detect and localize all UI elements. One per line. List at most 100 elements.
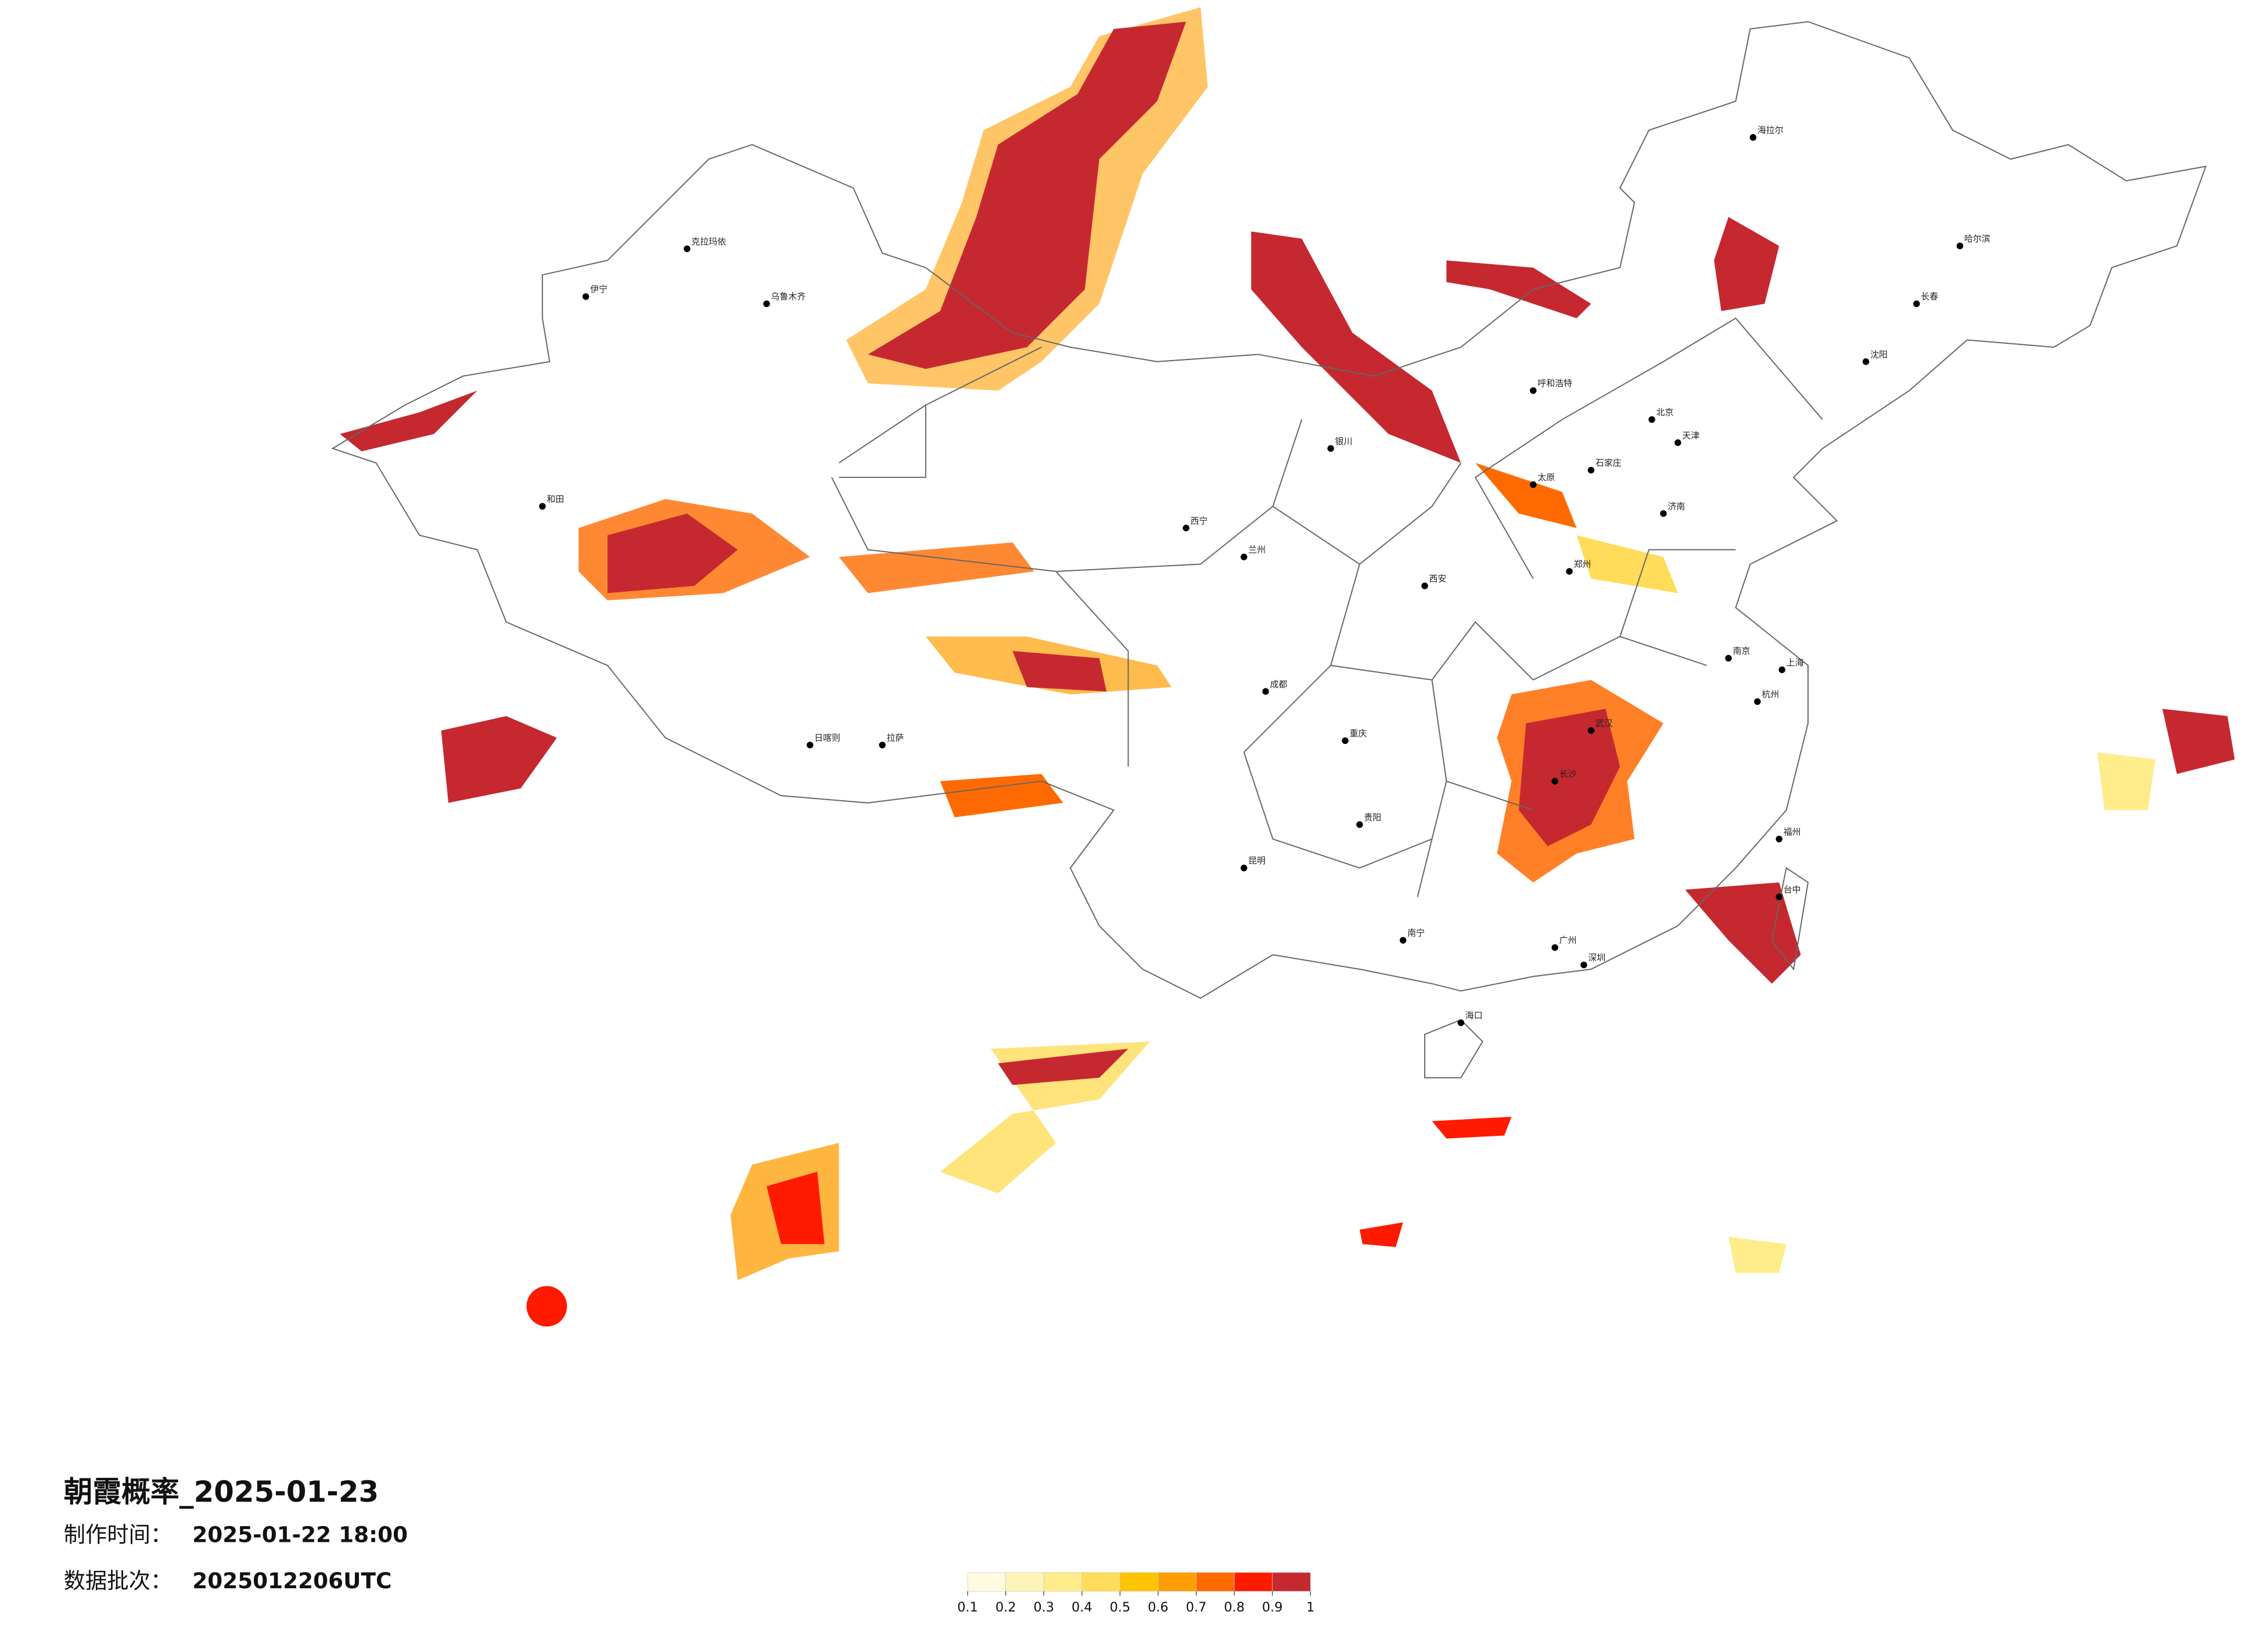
colorbar-swatch <box>1120 1572 1159 1592</box>
colorbar-swatch <box>1081 1572 1120 1592</box>
city-dot <box>684 245 691 253</box>
city-dot <box>879 742 886 749</box>
city-label: 乌鲁木齐 <box>771 292 806 302</box>
city-dot <box>763 300 770 307</box>
city-dot <box>1356 821 1363 828</box>
precip-blobs <box>340 7 2235 1327</box>
city-dot <box>582 293 590 300</box>
city-dot <box>1530 387 1537 394</box>
colorbar-tick-label: 0.3 <box>1033 1600 1054 1615</box>
colorbar-tick-label: 0.8 <box>1224 1600 1245 1615</box>
city-dot <box>1587 466 1595 474</box>
make-time-value: 2025-01-22 18:00 <box>192 1522 408 1548</box>
city-dot <box>1566 568 1573 575</box>
city-label: 哈尔滨 <box>1964 233 1990 244</box>
city-label: 拉萨 <box>887 732 904 743</box>
city-dot <box>1421 582 1428 589</box>
city-dot <box>1587 727 1595 734</box>
city-dot <box>1262 688 1269 695</box>
colorbar-tick-label: 0.7 <box>1186 1600 1207 1615</box>
city-label: 伊宁 <box>590 284 608 294</box>
colorbar-tick-label: 0.9 <box>1262 1600 1283 1615</box>
city-label: 长沙 <box>1559 769 1577 779</box>
city-dot <box>1530 481 1537 488</box>
colorbar-tick-label: 0.1 <box>957 1600 978 1615</box>
city-dot <box>1241 864 1248 872</box>
city-label: 和田 <box>547 494 564 504</box>
colorbar-swatch <box>967 1572 1007 1592</box>
city-dot <box>1648 416 1655 423</box>
map-title: 朝霞概率_2025-01-23 <box>64 1475 379 1509</box>
city-label: 日喀则 <box>814 732 840 743</box>
city-label: 长春 <box>1921 292 1938 302</box>
batch-value: 2025012206UTC <box>192 1568 391 1593</box>
city-label: 石家庄 <box>1595 458 1622 468</box>
city-label: 天津 <box>1682 430 1699 441</box>
city-dot <box>1778 666 1785 674</box>
city-label: 福州 <box>1784 826 1801 837</box>
city-dot <box>1342 737 1349 744</box>
city-label: 克拉玛依 <box>691 236 726 247</box>
city-label: 太原 <box>1537 472 1555 483</box>
city-label: 杭州 <box>1762 689 1779 700</box>
city-label: 昆明 <box>1248 855 1266 866</box>
city-dot <box>1457 1019 1465 1026</box>
city-label: 贵阳 <box>1364 812 1381 822</box>
city-dot <box>1754 698 1761 705</box>
city-dot <box>1660 510 1667 517</box>
city-label: 上海 <box>1787 657 1804 668</box>
city-label: 兰州 <box>1248 545 1266 555</box>
city-dot <box>1725 654 1732 662</box>
city-label: 呼和浩特 <box>1537 378 1572 388</box>
city-dot <box>539 503 546 510</box>
city-label: 南宁 <box>1407 928 1425 938</box>
boundaries <box>331 21 2207 1078</box>
colorbar-tick-label: 0.4 <box>1072 1600 1092 1615</box>
colorbar-swatch <box>1196 1572 1235 1592</box>
city-dot <box>1241 553 1248 560</box>
city-dot <box>1749 134 1757 141</box>
city-label: 银川 <box>1335 436 1353 447</box>
city-label: 郑州 <box>1574 559 1591 570</box>
city-dot <box>1775 893 1782 901</box>
colorbar-swatch <box>1005 1572 1044 1592</box>
colorbar: 0.1 0.2 0.3 0.4 0.5 0.6 0.7 0.8 0.9 1 <box>957 1572 1314 1615</box>
colorbar-tick-label: 1 <box>1306 1600 1314 1615</box>
colorbar-tick-label: 0.2 <box>995 1600 1016 1615</box>
city-dot <box>1580 961 1587 969</box>
city-dot <box>1913 300 1920 307</box>
city-dot <box>1674 439 1681 447</box>
city-label: 南京 <box>1733 646 1751 656</box>
city-label: 北京 <box>1656 407 1674 418</box>
colorbar-swatch <box>1234 1572 1273 1592</box>
city-label: 西宁 <box>1191 516 1208 526</box>
city-label: 西安 <box>1429 573 1447 584</box>
city-dot <box>806 742 814 749</box>
city-label: 成都 <box>1270 679 1288 689</box>
city-label: 广州 <box>1559 935 1577 945</box>
city-dot <box>1551 778 1558 785</box>
colorbar-swatch <box>1043 1572 1083 1592</box>
city-label: 重庆 <box>1350 728 1367 739</box>
city-label: 深圳 <box>1588 952 1605 963</box>
city-dot <box>1862 358 1870 365</box>
batch-label: 数据批次： <box>64 1568 172 1593</box>
city-dot <box>1956 242 1964 250</box>
city-label: 台中 <box>1784 884 1801 895</box>
city-dot <box>1327 445 1334 452</box>
city-dot <box>1182 524 1189 531</box>
colorbar-tick-label: 0.6 <box>1148 1600 1169 1615</box>
city-dot <box>1551 944 1558 951</box>
city-dot <box>1399 937 1407 944</box>
city-label: 济南 <box>1667 501 1685 512</box>
city-label: 沈阳 <box>1870 349 1888 359</box>
colorbar-swatch <box>1158 1572 1196 1592</box>
colorbar-swatch <box>1272 1572 1311 1592</box>
city-label: 海口 <box>1465 1010 1483 1021</box>
city-dot <box>1775 836 1782 843</box>
colorbar-tick-label: 0.5 <box>1110 1600 1131 1615</box>
city-label: 海拉尔 <box>1757 125 1784 135</box>
city-label: 武汉 <box>1595 718 1613 729</box>
